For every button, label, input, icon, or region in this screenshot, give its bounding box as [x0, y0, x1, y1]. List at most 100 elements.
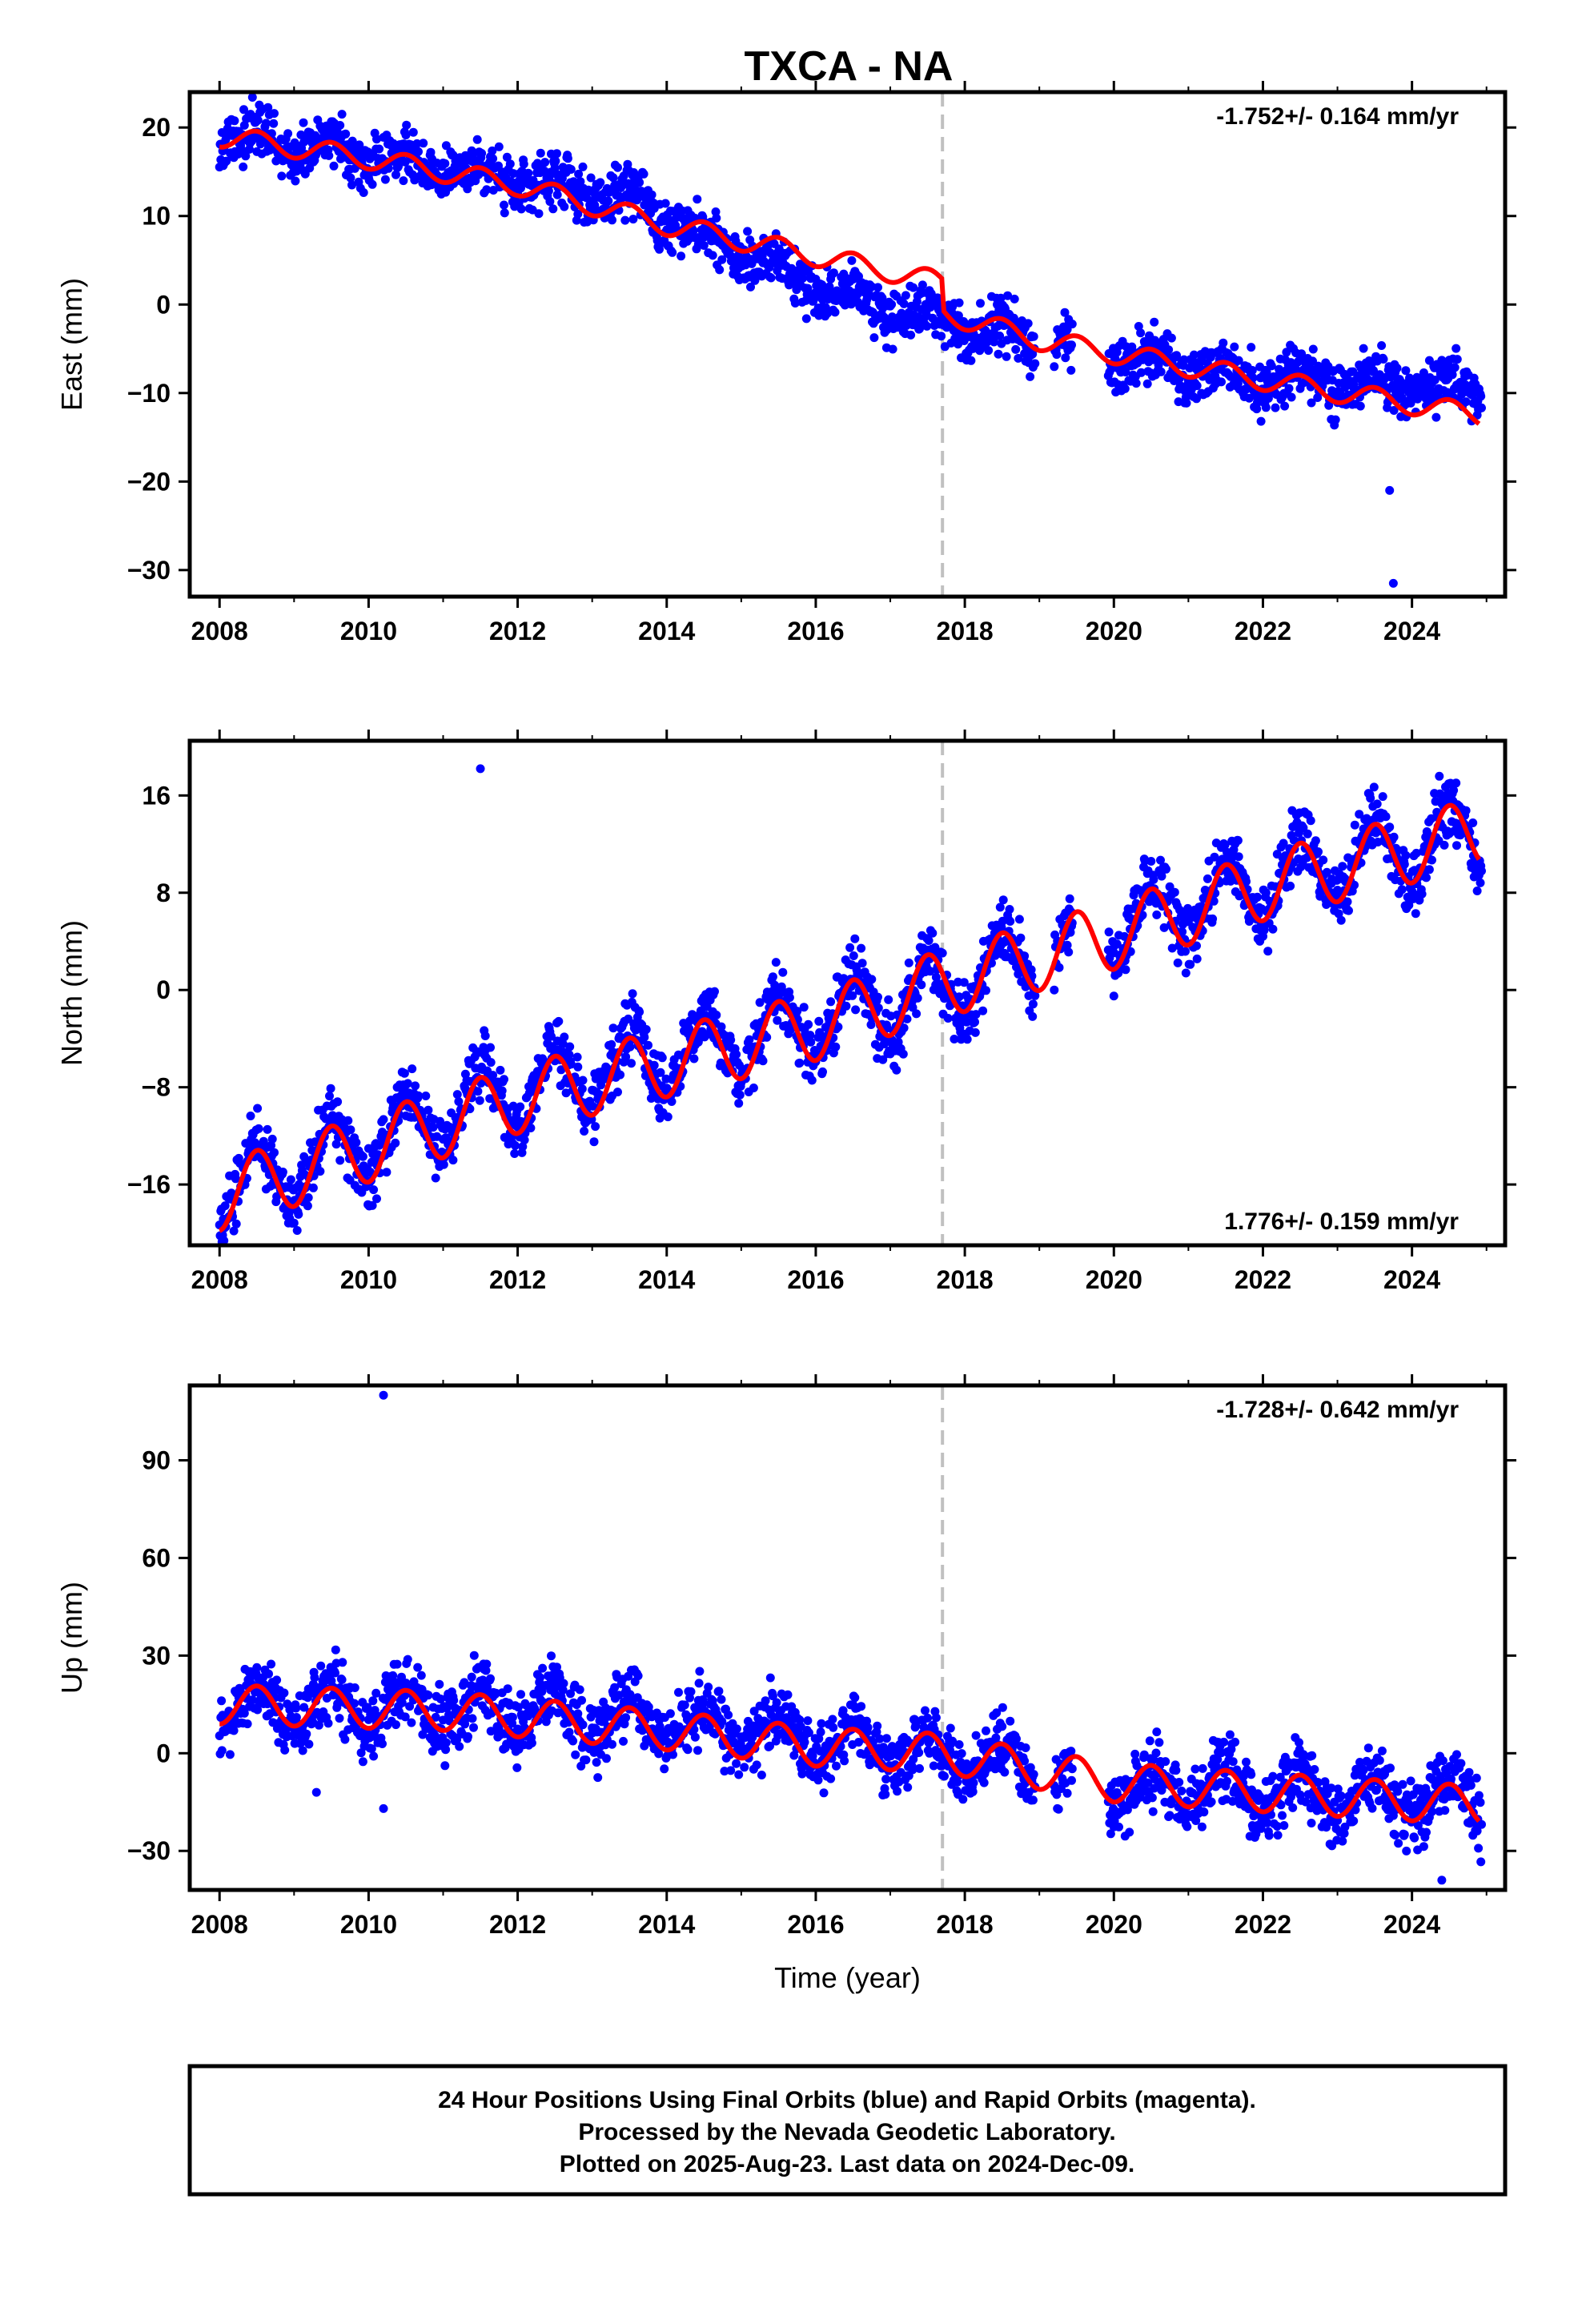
data-point — [668, 247, 677, 257]
data-point — [1452, 355, 1462, 364]
data-point — [547, 1031, 556, 1041]
data-point — [333, 1097, 343, 1107]
data-point — [477, 149, 487, 158]
data-point — [715, 265, 725, 275]
data-point — [1162, 864, 1170, 874]
data-point — [303, 1693, 312, 1703]
data-point — [976, 299, 985, 308]
data-point — [627, 1059, 636, 1068]
data-point — [299, 1703, 309, 1712]
data-point — [982, 986, 990, 995]
data-point — [1242, 877, 1251, 887]
data-point — [512, 1763, 522, 1772]
data-point — [323, 1719, 333, 1728]
data-point — [938, 948, 947, 958]
data-point — [247, 1695, 257, 1705]
data-point — [1461, 397, 1471, 407]
data-point — [537, 1687, 547, 1696]
data-point — [367, 1200, 377, 1210]
data-point — [574, 169, 584, 179]
data-point — [849, 951, 858, 960]
data-point — [424, 1691, 433, 1700]
data-point — [850, 934, 860, 943]
data-point — [1378, 792, 1387, 802]
y-axis-label: North (mm) — [55, 920, 88, 1066]
data-point — [995, 903, 1005, 912]
data-point — [408, 1064, 417, 1074]
data-point — [1060, 308, 1070, 317]
data-point — [1423, 830, 1433, 839]
y-tick-label: 0 — [156, 290, 171, 319]
data-point — [1252, 404, 1262, 414]
data-point — [424, 1105, 433, 1115]
data-point — [289, 1218, 299, 1228]
data-point — [1404, 900, 1414, 910]
data-point — [1319, 855, 1328, 865]
data-point — [1061, 353, 1070, 363]
data-point — [749, 1707, 759, 1716]
data-point — [647, 190, 656, 199]
data-point — [222, 156, 231, 166]
data-point — [467, 1672, 476, 1682]
data-point — [1280, 401, 1290, 411]
x-tick-label: 2018 — [937, 617, 994, 645]
data-point — [371, 1688, 381, 1698]
data-point — [699, 241, 709, 250]
data-point — [534, 209, 544, 219]
data-point — [575, 1685, 584, 1695]
data-point — [488, 146, 497, 155]
data-point — [383, 163, 393, 173]
data-point — [593, 1773, 603, 1783]
data-point — [1156, 367, 1166, 376]
data-point — [1210, 852, 1219, 862]
data-point — [572, 1052, 582, 1062]
data-point — [351, 1138, 361, 1148]
data-point — [399, 176, 408, 186]
data-point — [526, 1124, 536, 1132]
data-point — [350, 1683, 359, 1692]
data-point — [1167, 943, 1177, 953]
data-point — [310, 1673, 319, 1683]
data-point — [717, 255, 727, 264]
data-point — [685, 1023, 694, 1033]
data-point — [878, 1055, 888, 1064]
data-point — [990, 337, 999, 347]
data-point — [566, 1689, 575, 1699]
data-point — [324, 151, 334, 160]
data-point — [508, 169, 518, 179]
data-point — [1003, 291, 1013, 300]
data-point — [521, 1700, 531, 1710]
y-tick-label: 20 — [142, 113, 171, 142]
data-point — [368, 1696, 378, 1706]
data-point — [263, 1699, 272, 1709]
data-point — [516, 1690, 525, 1699]
data-point — [830, 308, 840, 317]
data-point — [367, 1744, 376, 1754]
data-point — [902, 1014, 912, 1023]
data-point — [1189, 350, 1199, 360]
data-point — [657, 1053, 667, 1063]
data-point — [712, 213, 721, 223]
data-point — [773, 1015, 782, 1025]
x-tick-label: 2022 — [1235, 1265, 1291, 1294]
data-point — [408, 127, 418, 137]
data-point — [1121, 965, 1130, 975]
data-point — [806, 1037, 816, 1047]
data-point — [1065, 894, 1074, 903]
data-point — [734, 1099, 744, 1108]
x-tick-label: 2010 — [340, 617, 397, 645]
data-point — [527, 1739, 536, 1747]
data-point — [1476, 878, 1485, 887]
data-point — [338, 1658, 347, 1667]
data-point — [1050, 985, 1059, 995]
data-point — [996, 293, 1006, 303]
y-tick-label: −8 — [142, 1073, 171, 1102]
data-point — [472, 135, 482, 144]
data-point — [1477, 866, 1486, 876]
data-point — [294, 1209, 303, 1219]
data-point — [500, 1075, 508, 1084]
data-point — [1392, 364, 1402, 373]
data-point — [1173, 958, 1182, 967]
data-point — [1452, 344, 1461, 353]
data-point — [1401, 366, 1411, 376]
